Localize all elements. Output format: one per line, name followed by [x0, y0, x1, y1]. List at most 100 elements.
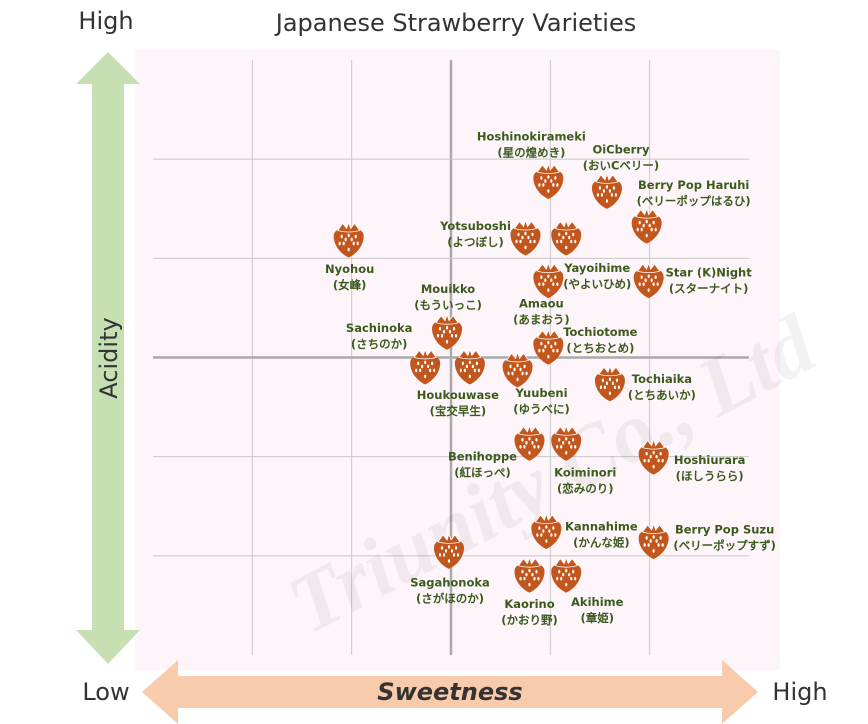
strawberry-seed: [556, 239, 559, 244]
point-label: Berry Pop Haruhi: [638, 178, 749, 192]
strawberry-seed: [647, 458, 650, 463]
strawberry-seed: [562, 440, 565, 445]
strawberry-seed: [525, 371, 528, 376]
point-label: Sagahonoka: [410, 575, 490, 589]
point-label-jp: (紅ほっぺ): [454, 465, 511, 479]
strawberry-seed: [340, 234, 343, 239]
strawberry-seed: [657, 543, 660, 547]
strawberry-seed: [538, 282, 541, 286]
strawberry-seed: [657, 458, 660, 463]
strawberry-seed: [429, 368, 432, 373]
strawberry-seed: [605, 199, 609, 203]
strawberry-seed: [649, 539, 652, 543]
strawberry-seed: [556, 576, 559, 581]
strawberry-seed: [570, 576, 573, 581]
strawberry-seed: [599, 385, 603, 390]
strawberry-seed: [638, 220, 641, 225]
strawberry-seed: [463, 368, 466, 373]
strawberry-seed: [617, 385, 621, 390]
point-label: Star (K)Night: [666, 266, 753, 280]
point-label-jp: (スターナイト): [669, 282, 749, 296]
strawberry-seed: [342, 241, 345, 246]
strawberry-seed: [654, 227, 657, 232]
strawberry-seed: [440, 333, 444, 338]
point-label-jp: (かんな姫): [573, 536, 630, 550]
strawberry-seed: [556, 444, 559, 449]
strawberry-seed: [519, 367, 522, 372]
strawberry-seed: [552, 183, 555, 187]
point-label-jp: (かおり野): [501, 613, 558, 627]
point-label-jp: (ほしうらら): [676, 469, 744, 483]
strawberry-seed: [652, 220, 655, 225]
strawberry-seed: [601, 378, 605, 383]
strawberry-seed: [570, 444, 573, 449]
point-label: Benihoppe: [448, 449, 517, 463]
strawberry-seed: [521, 371, 524, 376]
strawberry-seed: [612, 186, 616, 190]
strawberry-seed: [642, 223, 645, 228]
strawberry-leaf: [435, 313, 459, 325]
strawberry-leaf: [534, 512, 559, 524]
strawberry-seed: [415, 368, 418, 373]
strawberry-seed: [636, 227, 639, 232]
strawberry-point: [551, 219, 582, 256]
strawberry-seed: [352, 241, 355, 246]
strawberry-seed: [440, 546, 444, 550]
strawberry-seed: [596, 193, 600, 197]
strawberry-seed: [452, 326, 456, 331]
x-high-label: High: [772, 678, 827, 706]
strawberry-point: [333, 221, 364, 258]
strawberry-leaf: [637, 261, 661, 274]
strawberry-seed: [645, 451, 648, 456]
strawberry-seed: [540, 275, 543, 279]
strawberry-seed: [471, 364, 474, 369]
point-label: Mouikko: [421, 282, 475, 296]
strawberry-seed: [454, 333, 458, 338]
strawberry-leaf: [554, 219, 578, 231]
strawberry-seed: [650, 278, 653, 282]
strawberry-seed: [347, 233, 350, 238]
strawberry-seed: [547, 354, 550, 359]
strawberry-seed: [535, 569, 538, 574]
strawberry-seed: [445, 325, 449, 330]
strawberry-seed: [565, 582, 568, 587]
low-label: Low: [82, 678, 129, 706]
strawberry-seed: [572, 569, 575, 574]
strawberry-seed: [640, 227, 643, 232]
strawberry-seed: [554, 275, 557, 279]
strawberry-seed: [459, 368, 462, 373]
strawberry-seed: [550, 344, 553, 349]
strawberry-seed: [647, 288, 650, 292]
strawberry-seed: [521, 569, 524, 574]
point-label-jp: (とちおとめ): [566, 341, 634, 355]
strawberry-seed: [643, 543, 646, 547]
strawberry-seed: [517, 232, 520, 237]
strawberry-leaf: [513, 219, 538, 231]
point-label-jp: (章姫): [580, 611, 614, 625]
strawberry-seed: [572, 232, 575, 237]
strawberry-point: [533, 328, 564, 365]
strawberry-point: [533, 162, 564, 199]
point-label: Akihime: [571, 595, 624, 609]
strawberry-seed: [645, 219, 648, 224]
strawberry-point: [594, 365, 625, 402]
strawberry-seed: [547, 189, 550, 193]
strawberry-seed: [648, 223, 651, 228]
strawberry-seed: [535, 437, 538, 442]
strawberry-leaf: [554, 556, 578, 568]
strawberry-seed: [550, 179, 553, 183]
strawberry-seed: [552, 526, 555, 530]
strawberry-seed: [613, 385, 617, 390]
point-label-jp: (とちあいか): [628, 388, 696, 402]
strawberry-point: [432, 313, 463, 350]
strawberry-seed: [417, 361, 420, 366]
strawberry-seed: [608, 377, 612, 382]
strawberry-seed: [556, 183, 559, 187]
point-label: OiCberry: [592, 142, 650, 156]
strawberry-seed: [554, 176, 557, 180]
strawberry-seed: [661, 458, 664, 463]
point-label: Amaou: [519, 297, 564, 311]
strawberry-seed: [562, 235, 565, 240]
strawberry-point: [591, 172, 622, 209]
point-label: Kannahime: [565, 520, 638, 534]
